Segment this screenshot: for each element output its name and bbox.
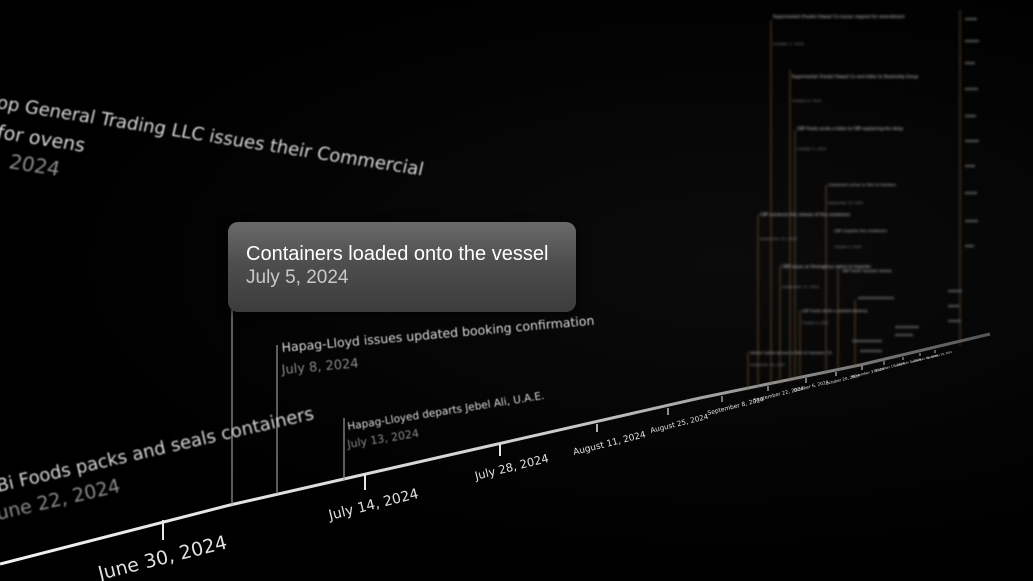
event-title: CBP Foods sends a letter to CBP explaini…	[797, 126, 904, 131]
event-connectors	[231, 310, 345, 505]
event-item[interactable]: Hapag-Lloyd issues updated booking confi…	[280, 313, 595, 378]
event-title: Bi Foods packs and seals containers	[0, 403, 316, 497]
event-title: Supermarket (Foods) Hawaii Co sent lette…	[792, 74, 919, 79]
event-title: Hapag-Lloyed departs Jebel Ali, U.A.E.	[347, 390, 546, 433]
far-event[interactable]: Containers arrive in Port of Houston Sep…	[828, 182, 897, 205]
event-title: Vessel Castle arrives in Port of Houston…	[750, 350, 832, 355]
far-event[interactable]: Supermarket (Foods) Hawaii Co sent lette…	[792, 74, 919, 103]
event-date: September 18, 2024	[750, 363, 785, 367]
far-event[interactable]: CBP Foods sends a letter to CBP explaini…	[797, 126, 904, 151]
event-tooltip[interactable]: Containers loaded onto the vessel July 5…	[228, 222, 576, 312]
far-event[interactable]: CBP Foods requests release	[842, 269, 892, 273]
event-item[interactable]: op General Trading LLC issues their Comm…	[0, 92, 426, 180]
event-date: September 27, 2024	[782, 285, 820, 289]
event-title: CBP inspects the containers	[834, 228, 887, 233]
event-title: CBP conducts the release of the containe…	[760, 212, 850, 217]
far-event[interactable]: CBP inspects the containers October 3, 2…	[834, 228, 887, 249]
event-date: September 15, 2024	[828, 201, 863, 205]
far-event[interactable]: CBP Foods sends a updated booking Octobe…	[802, 309, 867, 325]
event-date: October 3, 2024	[834, 245, 862, 249]
axis-tick-label: August 25, 2024	[649, 412, 709, 435]
event-title: CBP Foods requests release	[842, 269, 892, 273]
timeline-axis	[0, 332, 991, 566]
axis-ticks	[162, 350, 936, 540]
axis-tick-label: July 14, 2024	[326, 486, 420, 524]
far-events: Supermarket (Foods) Hawaii Co issues req…	[747, 10, 979, 390]
axis-tick-label: December 15, 2024	[910, 353, 938, 364]
axis-tick-label: November 17, 2024	[873, 361, 905, 373]
axis-tick-label: December 29, 2024	[926, 350, 952, 360]
event-title: Hapag-Lloyd issues updated booking confi…	[281, 313, 595, 355]
event-title: Supermarket (Foods) Hawaii Co issues req…	[773, 14, 905, 19]
event-date: July 8, 2024	[280, 356, 359, 378]
event-date: October 8, 2024	[792, 99, 822, 103]
event-title: Containers arrive in Port of Houston	[828, 182, 897, 187]
event-item[interactable]: Bi Foods packs and seals containers une …	[0, 403, 316, 525]
event-date: October 5, 2024	[797, 147, 827, 151]
far-event[interactable]: CBP issues an Emergency notice to import…	[782, 264, 871, 289]
event-title: CBP Foods sends a updated booking	[802, 309, 867, 313]
tooltip-title: Containers loaded onto the vessel	[246, 243, 549, 265]
axis-tick-label: July 28, 2024	[472, 451, 550, 483]
far-event[interactable]: CBP conducts the release of the containe…	[760, 212, 850, 241]
event-date: September 25, 2024	[760, 237, 798, 241]
axis-tick-label: December 1, 2024	[893, 357, 921, 368]
far-event[interactable]: Supermarket (Foods) Hawaii Co issues req…	[773, 14, 905, 46]
axis-tick-label: August 11, 2024	[572, 430, 647, 458]
far-event[interactable]: Vessel Castle arrives in Port of Houston…	[750, 350, 832, 367]
axis-tick-labels: June 30, 2024 July 14, 2024 July 28, 202…	[95, 350, 953, 581]
event-item[interactable]: Hapag-Lloyed departs Jebel Ali, U.A.E. J…	[345, 390, 545, 451]
event-date: October 6, 2024	[802, 321, 828, 325]
event-date: 2024	[7, 149, 63, 180]
tooltip-date: July 5, 2024	[246, 267, 349, 288]
event-date: October 2, 2024	[773, 41, 804, 46]
event-title: CBP issues an Emergency notice to import…	[782, 264, 871, 269]
